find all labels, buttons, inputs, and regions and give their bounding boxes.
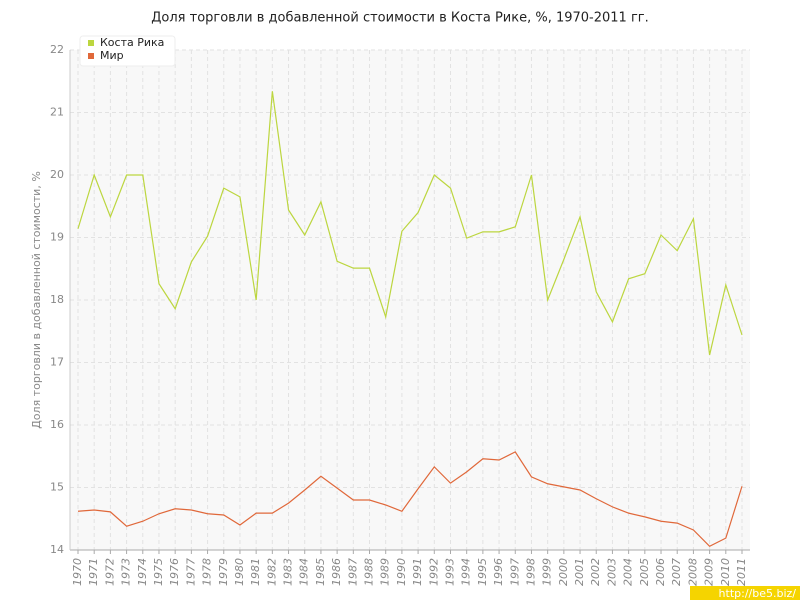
y-tick-label: 21 — [50, 106, 64, 119]
x-tick-label: 1997 — [508, 558, 521, 586]
y-axis-label: Доля торговли в добавленной стоимости, % — [30, 171, 43, 429]
x-tick-label: 1993 — [443, 558, 456, 586]
x-tick-label: 1991 — [411, 558, 424, 586]
y-tick-label: 17 — [50, 356, 64, 369]
y-tick-label: 19 — [50, 231, 64, 244]
x-tick-label: 1980 — [233, 558, 246, 586]
x-tick-label: 2002 — [589, 558, 602, 586]
x-tick-label: 1988 — [363, 558, 376, 586]
x-tick-label: 1971 — [87, 558, 100, 586]
x-tick-label: 2001 — [573, 558, 586, 586]
y-tick-label: 15 — [50, 481, 64, 494]
x-tick-label: 1982 — [265, 558, 278, 586]
x-tick-label: 1970 — [71, 558, 84, 586]
series-line — [77, 451, 743, 547]
x-tick-label: 1998 — [524, 558, 537, 586]
y-tick-label: 16 — [50, 418, 64, 431]
x-tick-label: 2004 — [622, 558, 635, 586]
x-tick-label: 2003 — [605, 558, 618, 586]
x-tick-label: 1986 — [330, 558, 343, 586]
y-tick-label: 14 — [50, 543, 64, 556]
x-tick-label: 1979 — [217, 558, 230, 586]
legend-label: Коста Рика — [100, 36, 164, 49]
x-tick-label: 2000 — [557, 558, 570, 586]
x-tick-label: 1990 — [395, 558, 408, 586]
x-tick-label: 1983 — [282, 558, 295, 586]
x-tick-label: 1977 — [184, 558, 197, 586]
watermark: http://be5.biz/ — [719, 587, 797, 600]
y-tick-label: 18 — [50, 293, 64, 306]
x-tick-label: 1995 — [476, 558, 489, 586]
legend-label: Мир — [100, 49, 124, 62]
x-tick-label: 2005 — [638, 558, 651, 586]
x-tick-label: 2009 — [703, 558, 716, 586]
x-tick-label: 1996 — [492, 558, 505, 586]
watermark-bg — [690, 586, 800, 600]
chart-title: Доля торговли в добавленной стоимости в … — [151, 11, 649, 26]
x-tick-label: 1987 — [346, 558, 359, 586]
x-tick-label: 2010 — [719, 558, 732, 586]
x-tick-label: 2011 — [735, 558, 748, 586]
legend-swatch — [88, 40, 94, 46]
x-tick-label: 1974 — [136, 558, 149, 586]
legend-box — [79, 35, 176, 67]
x-tick-label: 1985 — [314, 558, 327, 586]
x-tick-label: 1975 — [152, 558, 165, 586]
y-tick-label: 20 — [50, 168, 64, 181]
legend-swatch — [88, 53, 94, 59]
x-tick-label: 1994 — [460, 558, 473, 586]
x-tick-label: 2008 — [686, 558, 699, 586]
y-tick-label: 22 — [50, 43, 64, 56]
x-tick-label: 1989 — [379, 558, 392, 586]
series-line — [77, 91, 743, 356]
x-tick-label: 1981 — [249, 558, 262, 586]
x-tick-label: 1973 — [120, 558, 133, 586]
x-tick-label: 1976 — [168, 558, 181, 586]
x-tick-label: 1999 — [541, 558, 554, 586]
x-tick-label: 1972 — [103, 558, 116, 586]
x-tick-label: 2007 — [670, 558, 683, 586]
x-tick-label: 1992 — [427, 558, 440, 586]
x-tick-label: 2006 — [654, 558, 667, 586]
x-tick-label: 1978 — [201, 558, 214, 586]
x-tick-label: 1984 — [298, 558, 311, 586]
